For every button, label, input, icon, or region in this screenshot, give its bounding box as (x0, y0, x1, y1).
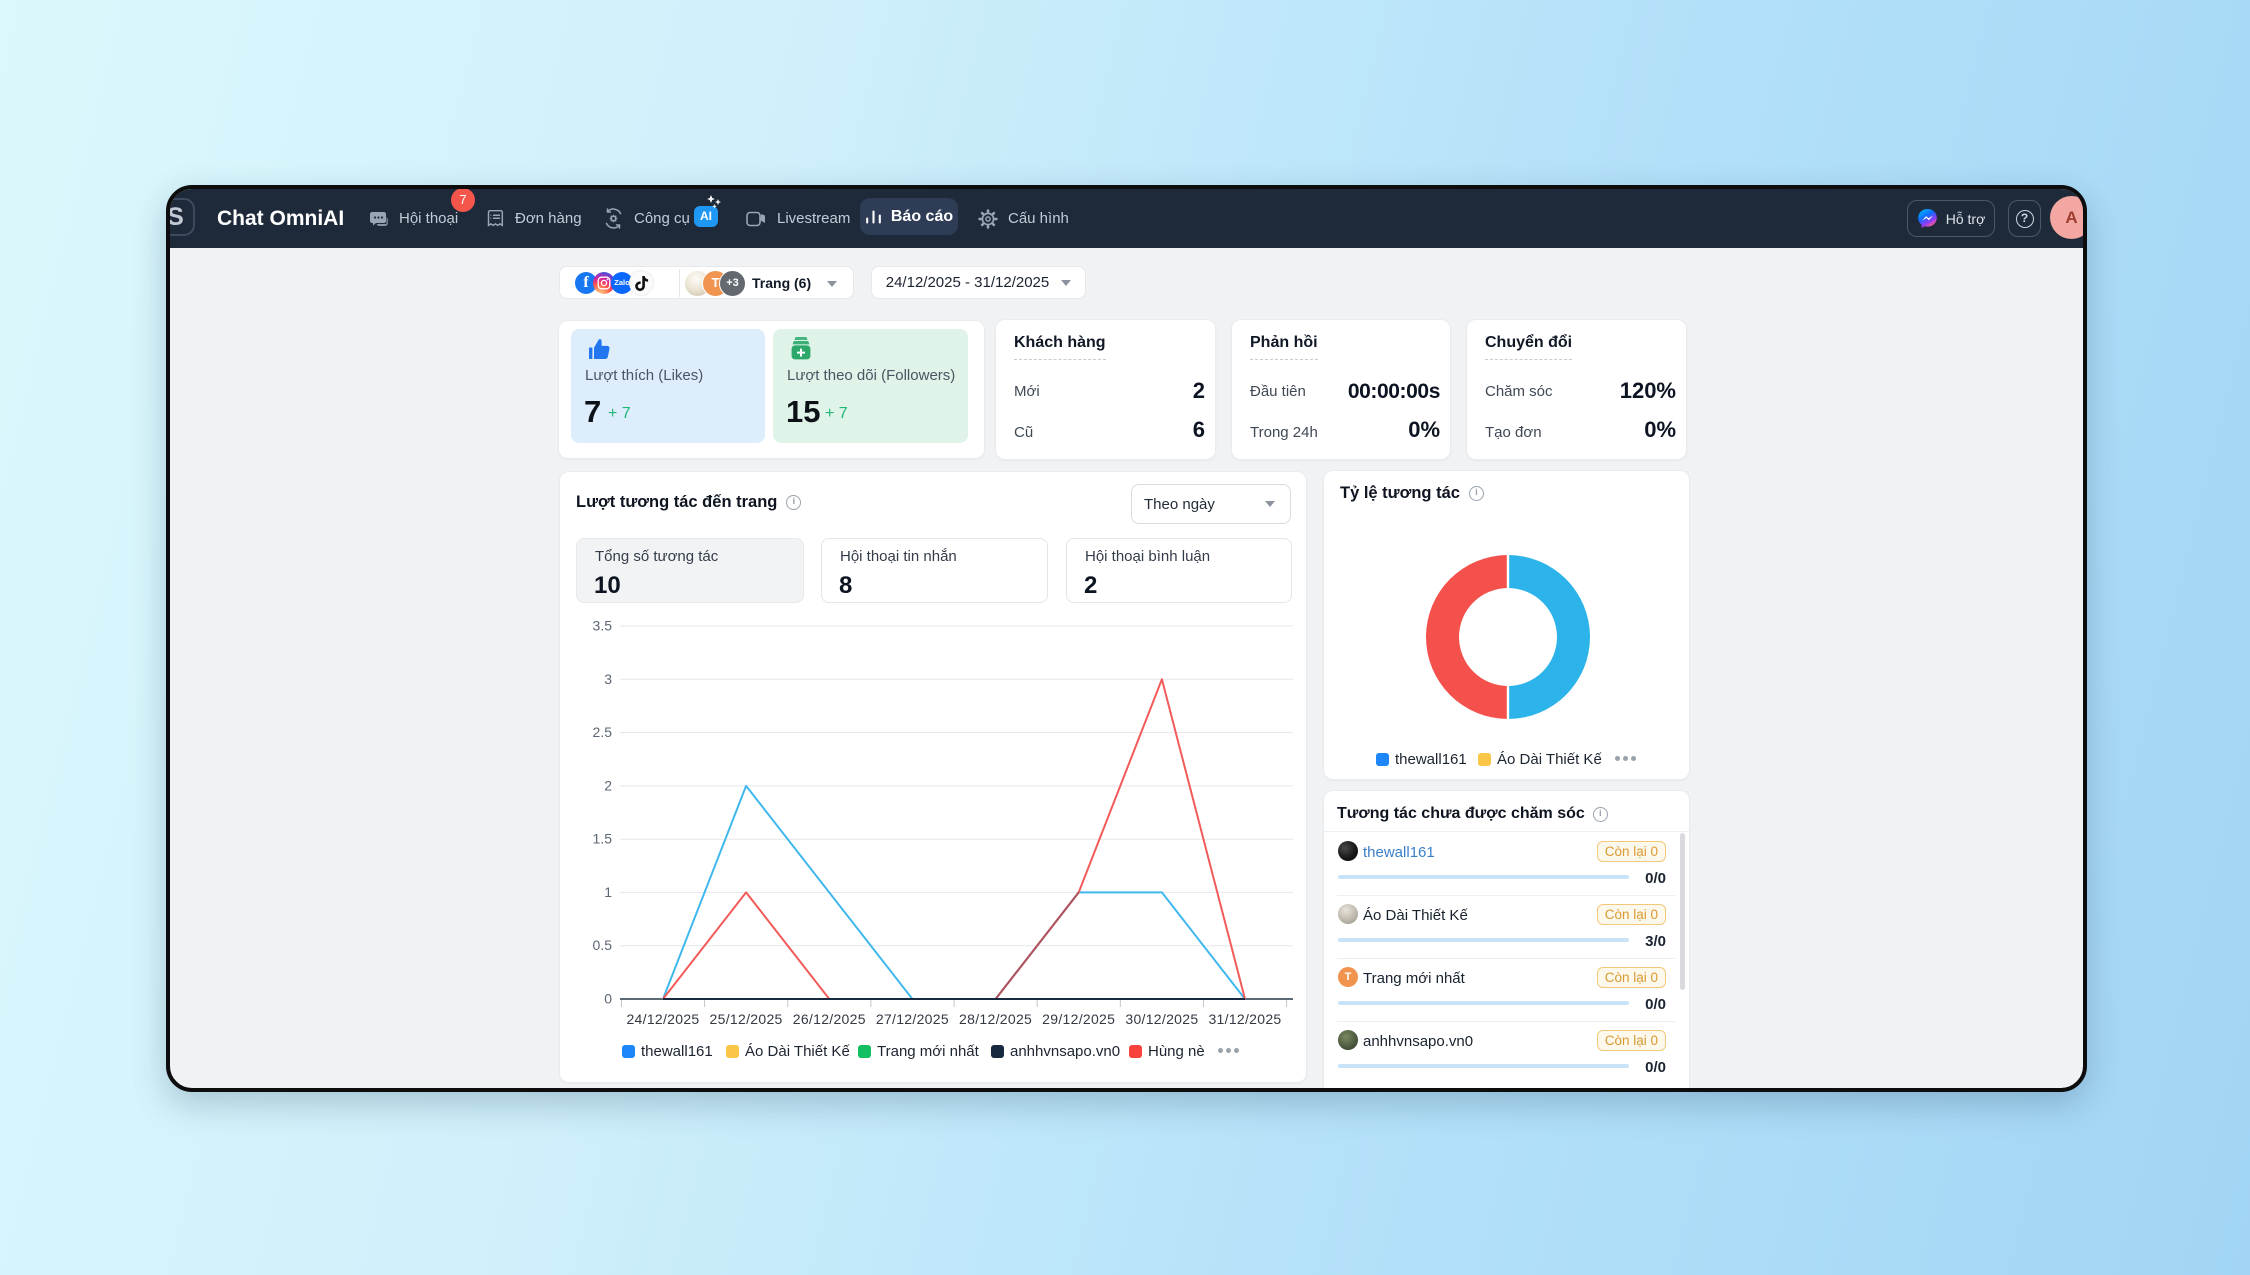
svg-text:27/12/2025: 27/12/2025 (876, 1011, 949, 1027)
svg-text:2: 2 (604, 777, 612, 793)
svg-text:29/12/2025: 29/12/2025 (1042, 1011, 1115, 1027)
svg-text:2.5: 2.5 (593, 724, 613, 740)
svg-text:24/12/2025: 24/12/2025 (626, 1011, 699, 1027)
svg-text:0: 0 (604, 991, 612, 1007)
svg-text:1: 1 (604, 884, 612, 900)
svg-text:1.5: 1.5 (593, 831, 613, 847)
svg-text:3: 3 (604, 671, 612, 687)
svg-text:31/12/2025: 31/12/2025 (1208, 1011, 1281, 1027)
svg-text:0.5: 0.5 (593, 937, 613, 953)
svg-text:28/12/2025: 28/12/2025 (959, 1011, 1032, 1027)
svg-text:3.5: 3.5 (593, 618, 613, 634)
svg-text:25/12/2025: 25/12/2025 (710, 1011, 783, 1027)
svg-text:26/12/2025: 26/12/2025 (793, 1011, 866, 1027)
svg-text:30/12/2025: 30/12/2025 (1125, 1011, 1198, 1027)
